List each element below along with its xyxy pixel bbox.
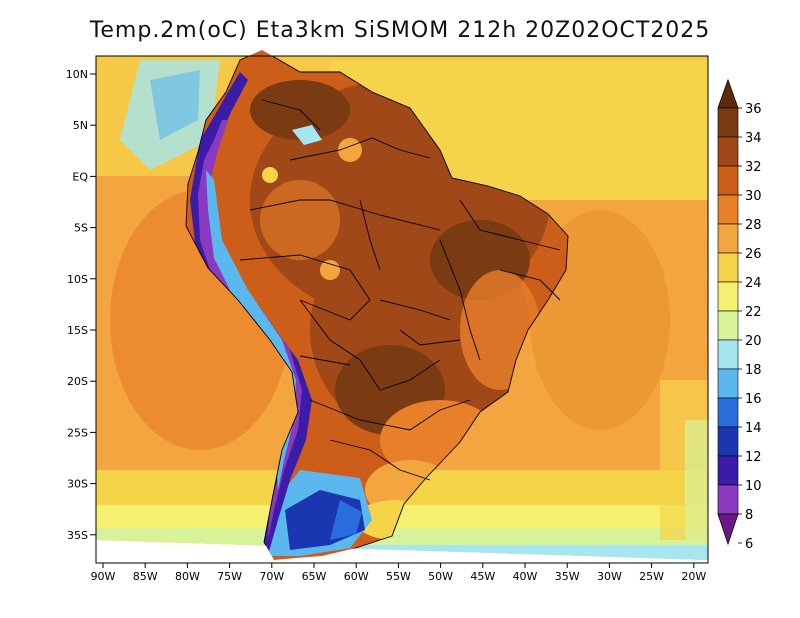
colorbar-segment <box>717 339 739 370</box>
colorbar-segment <box>717 368 739 399</box>
colorbar-segment <box>717 310 739 341</box>
colorbar-label: 12 <box>745 450 762 465</box>
colorbar-segment <box>717 281 739 312</box>
colorbar-segment <box>717 107 739 138</box>
colorbar: 36 34 32 30 28 26 24 22 20 18 16 14 12 10 8 6 <box>717 78 762 552</box>
colorbar-segment <box>717 165 739 196</box>
lat-tick-label: 5S <box>74 222 88 235</box>
colorbar-segment <box>717 397 739 428</box>
lon-tick-label: 70W <box>259 570 284 583</box>
lon-tick-label: 65W <box>302 570 327 583</box>
lat-tick-label: 20S <box>67 375 88 388</box>
lon-tick-label: 20W <box>681 570 706 583</box>
lat-tick-label: 35S <box>67 529 88 542</box>
lon-tick-label: 30W <box>597 570 622 583</box>
lon-tick-label: 45W <box>470 570 495 583</box>
colorbar-label: 22 <box>745 305 762 320</box>
longitude-axis: 90W 85W 80W 75W 70W 65W 60W 55W 50W 45W 40W 35W 30W 2… <box>91 563 706 583</box>
colorbar-segment <box>717 252 739 283</box>
lon-tick-label: 75W <box>217 570 242 583</box>
colorbar-label: 34 <box>745 131 762 146</box>
lon-tick-label: 85W <box>133 570 158 583</box>
colorbar-label: 14 <box>745 421 762 436</box>
colorbar-label: 6 <box>745 537 753 552</box>
colorbar-bottom-arrow <box>717 513 739 546</box>
colorbar-label: 20 <box>745 334 762 349</box>
colorbar-label: 8 <box>745 508 753 523</box>
lat-tick-label: 5N <box>73 119 88 132</box>
lon-tick-label: 25W <box>639 570 664 583</box>
colorbar-label: 24 <box>745 276 762 291</box>
map-title: Temp.2m(oC) Eta3km SiSMOM 212h 20Z02OCT2… <box>89 18 711 43</box>
colorbar-label: 30 <box>745 189 762 204</box>
colorbar-segment <box>717 484 739 515</box>
lon-tick-label: 80W <box>175 570 200 583</box>
colorbar-segment <box>717 426 739 457</box>
country-borders <box>185 56 569 560</box>
colorbar-label: 36 <box>745 102 762 117</box>
lon-tick-label: 40W <box>513 570 538 583</box>
lon-tick-label: 35W <box>555 570 580 583</box>
lat-tick-label: 25S <box>67 426 88 439</box>
colorbar-segment <box>717 223 739 254</box>
colorbar-label: 26 <box>745 247 762 262</box>
colorbar-top-arrow <box>717 78 739 109</box>
lon-tick-label: 60W <box>344 570 369 583</box>
colorbar-label: 28 <box>745 218 762 233</box>
map-frame <box>95 55 709 564</box>
lat-tick-label: 10N <box>66 68 88 81</box>
colorbar-segment <box>717 455 739 486</box>
colorbar-segment <box>717 136 739 167</box>
latitude-axis: 10N 5N EQ 5S 10S 15S 20S 25S 30S 35S <box>66 68 96 542</box>
lat-tick-label: 15S <box>67 324 88 337</box>
lat-tick-label: 30S <box>67 478 88 491</box>
colorbar-label: 18 <box>745 363 762 378</box>
colorbar-label: 32 <box>745 160 762 175</box>
colorbar-label: 16 <box>745 392 762 407</box>
colorbar-label: 10 <box>745 479 762 494</box>
lon-tick-label: 90W <box>91 570 116 583</box>
colorbar-segment <box>717 194 739 225</box>
lon-tick-label: 50W <box>428 570 453 583</box>
lat-tick-label: 10S <box>67 273 88 286</box>
lon-tick-label: 55W <box>386 570 411 583</box>
lat-tick-label: EQ <box>72 170 88 183</box>
